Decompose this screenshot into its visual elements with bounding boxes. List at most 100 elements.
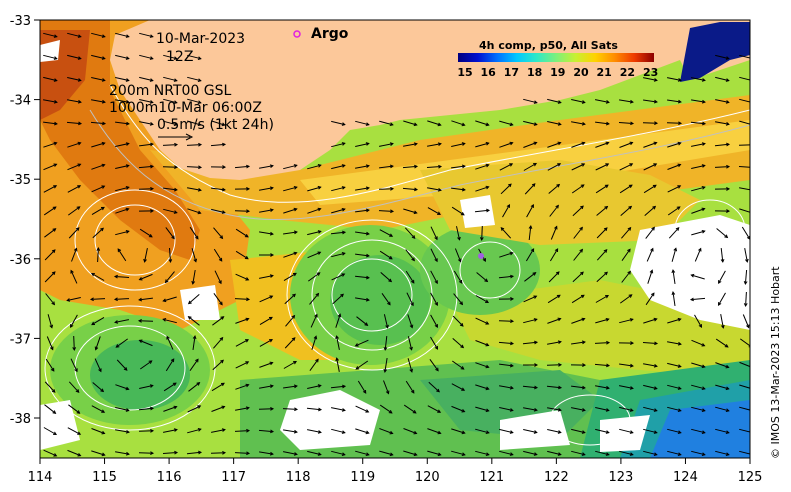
current-vector xyxy=(739,361,750,368)
current-vector xyxy=(139,273,153,281)
current-vector xyxy=(331,120,345,126)
current-vector xyxy=(499,252,513,258)
current-vector xyxy=(499,120,513,126)
current-vector xyxy=(644,206,656,216)
current-vector xyxy=(163,76,177,82)
current-vector xyxy=(187,98,201,104)
current-vector-head xyxy=(362,389,367,394)
current-vector xyxy=(187,405,201,413)
current-vector xyxy=(715,406,729,412)
current-vector-head xyxy=(605,294,610,299)
current-vector-head xyxy=(558,362,563,367)
current-vector xyxy=(427,405,441,413)
current-vector xyxy=(619,184,633,194)
current-vector-head xyxy=(581,452,586,456)
current-vector xyxy=(44,404,56,414)
current-vector xyxy=(163,296,177,302)
current-vector-head xyxy=(389,142,394,146)
current-vector xyxy=(715,384,729,390)
current-vector xyxy=(523,98,537,104)
current-vector-head xyxy=(385,390,390,395)
current-vector-head xyxy=(434,280,438,285)
current-vector-head xyxy=(342,230,347,235)
current-vector xyxy=(43,121,57,125)
current-vector-head xyxy=(314,313,318,318)
current-vector-head xyxy=(293,251,298,256)
current-vector xyxy=(596,227,608,239)
current-vector xyxy=(163,429,177,433)
current-vector-head xyxy=(269,384,274,389)
current-vector-head xyxy=(457,258,462,263)
current-vector-head xyxy=(269,339,274,343)
current-vector-head xyxy=(653,430,658,434)
current-vector-head xyxy=(701,99,706,104)
current-vector xyxy=(166,336,174,350)
current-vector-head xyxy=(51,271,56,276)
current-vector xyxy=(405,380,415,394)
current-vector xyxy=(43,32,57,38)
current-vector-head xyxy=(509,141,514,146)
current-vector-head xyxy=(557,430,562,434)
current-vector xyxy=(91,99,105,103)
current-vector xyxy=(595,184,609,194)
current-vector xyxy=(715,428,729,434)
current-vector-head xyxy=(437,409,442,413)
current-vector-head xyxy=(629,99,634,104)
current-vector-head xyxy=(125,186,130,190)
current-vector-head xyxy=(317,230,322,234)
current-vector xyxy=(595,428,609,434)
current-vector-head xyxy=(101,99,106,104)
map-time: 12Z xyxy=(166,49,193,65)
current-vector xyxy=(571,121,585,125)
current-vector-head xyxy=(77,452,82,457)
current-vector xyxy=(522,341,538,345)
current-vector-head xyxy=(270,407,275,411)
current-vector xyxy=(116,359,128,371)
current-vector-head xyxy=(293,384,298,389)
current-vector-head xyxy=(750,144,753,147)
current-vector xyxy=(379,428,393,434)
current-vector-head xyxy=(725,452,730,456)
current-vector-head xyxy=(192,335,197,340)
current-vector-head xyxy=(98,368,102,373)
current-vector xyxy=(621,271,631,283)
current-vector xyxy=(456,226,460,240)
current-vector xyxy=(619,99,633,103)
current-vector xyxy=(91,164,105,170)
current-vector xyxy=(384,336,388,350)
current-vector xyxy=(139,54,153,60)
current-vector-head xyxy=(725,100,730,104)
current-vector xyxy=(309,293,319,305)
current-vector xyxy=(91,428,105,434)
current-vector-head xyxy=(101,34,106,38)
current-vector-head xyxy=(605,121,610,126)
current-vector-head xyxy=(51,249,56,254)
current-vector-head xyxy=(689,297,694,302)
current-vector xyxy=(739,98,750,103)
current-vector-head xyxy=(654,121,659,126)
current-vector xyxy=(714,143,730,147)
current-vector xyxy=(165,358,175,372)
current-vector xyxy=(427,428,441,434)
current-vector xyxy=(452,315,464,327)
current-vector-head xyxy=(149,100,154,104)
current-vector-head xyxy=(434,258,438,263)
current-vector-head xyxy=(628,184,633,189)
current-vector xyxy=(451,405,465,413)
current-vector xyxy=(307,385,321,389)
current-vector xyxy=(379,143,393,147)
current-vector-head xyxy=(53,185,58,189)
current-vector xyxy=(306,407,322,411)
current-vector xyxy=(667,406,681,412)
current-vector xyxy=(115,230,129,236)
current-vector xyxy=(596,206,608,216)
current-vector xyxy=(481,225,483,241)
current-vector xyxy=(139,297,153,301)
current-vector-head xyxy=(485,408,490,413)
current-vector-head xyxy=(557,100,562,104)
current-vector-head xyxy=(533,408,538,412)
current-vector xyxy=(67,54,81,60)
current-vector xyxy=(379,404,393,414)
argo-legend-icon xyxy=(293,30,301,38)
current-vector xyxy=(475,362,489,368)
